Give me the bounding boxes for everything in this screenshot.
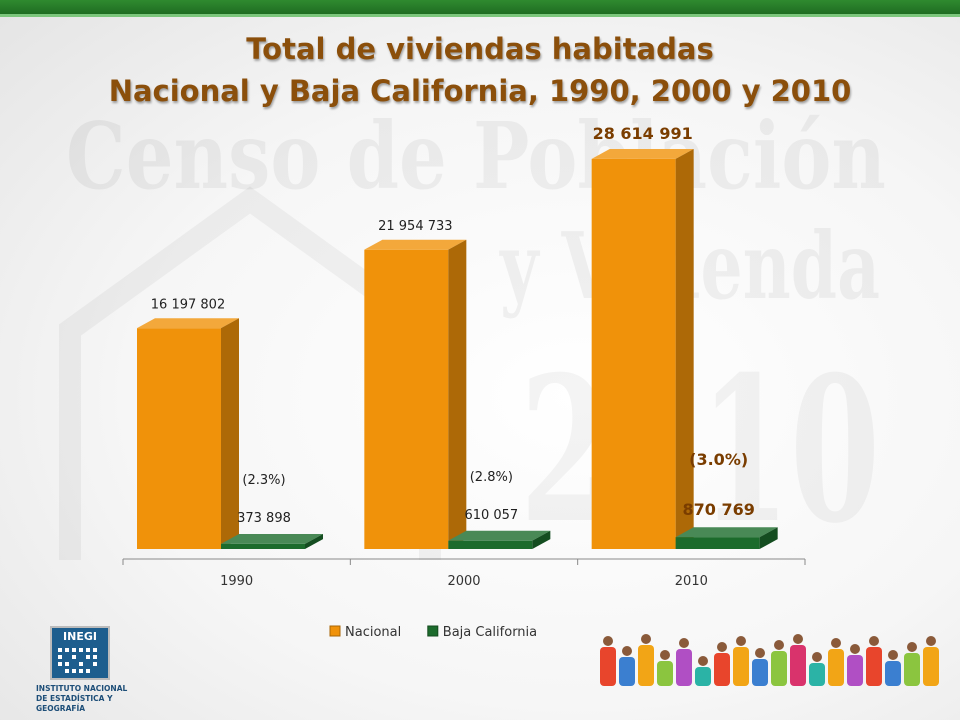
people-illustration bbox=[600, 634, 939, 686]
person-icon bbox=[619, 646, 635, 686]
x-tick-label: 2010 bbox=[675, 574, 708, 589]
person-icon bbox=[600, 636, 616, 686]
x-tick-label: 2000 bbox=[447, 574, 480, 589]
title-line1: Total de viviendas habitadas bbox=[246, 32, 714, 66]
logo-line1: INSTITUTO NACIONAL bbox=[36, 684, 128, 693]
person-icon bbox=[733, 636, 749, 686]
data-label-baja-california: 610 057 bbox=[464, 508, 518, 523]
bar-baja-california bbox=[221, 534, 323, 549]
person-icon bbox=[638, 634, 654, 686]
person-icon bbox=[771, 640, 787, 686]
x-tick-label: 1990 bbox=[220, 574, 253, 589]
data-label-nacional: 21 954 733 bbox=[378, 219, 452, 234]
bar-nacional bbox=[137, 318, 239, 549]
watermark-line1: Censo de Población bbox=[66, 102, 886, 210]
person-icon bbox=[695, 656, 711, 686]
legend-label: Nacional bbox=[345, 625, 401, 640]
person-icon bbox=[866, 636, 882, 686]
bar-nacional bbox=[591, 148, 694, 549]
person-icon bbox=[657, 650, 673, 686]
data-label-baja-california: 373 898 bbox=[237, 511, 291, 526]
logo-grid-icon bbox=[58, 648, 97, 673]
logo-line2: DE ESTADÍSTICA Y GEOGRAFÍA bbox=[36, 694, 113, 713]
person-icon bbox=[904, 642, 920, 686]
slide-title: Total de viviendas habitadas Nacional y … bbox=[0, 28, 960, 112]
bar-baja-california bbox=[675, 527, 778, 549]
logo-caption: INSTITUTO NACIONAL DE ESTADÍSTICA Y GEOG… bbox=[36, 684, 132, 714]
data-label-baja-california: 870 769 bbox=[682, 500, 754, 519]
person-icon bbox=[752, 648, 768, 686]
bar-nacional bbox=[364, 239, 467, 549]
share-label-baja-california: (2.3%) bbox=[242, 473, 285, 488]
legend-item-baja-california: Baja California bbox=[427, 625, 537, 640]
top-band-shine bbox=[0, 14, 960, 17]
person-icon bbox=[828, 638, 844, 686]
person-icon bbox=[790, 634, 806, 686]
title-line2: Nacional y Baja California, 1990, 2000 y… bbox=[108, 74, 852, 108]
data-label-nacional: 16 197 802 bbox=[151, 297, 225, 312]
inegi-logo: INEGI INSTITUTO NACIONAL DE ESTADÍSTICA … bbox=[36, 620, 127, 713]
person-icon bbox=[714, 642, 730, 686]
person-icon bbox=[885, 650, 901, 686]
share-label-baja-california: (3.0%) bbox=[689, 450, 748, 469]
legend-item-nacional: Nacional bbox=[329, 625, 401, 640]
logo-emblem: INEGI bbox=[50, 626, 110, 680]
person-icon bbox=[809, 652, 825, 686]
share-label-baja-california: (2.8%) bbox=[470, 470, 513, 485]
data-label-nacional: 28 614 991 bbox=[593, 124, 693, 143]
bar-baja-california bbox=[448, 530, 551, 549]
top-band bbox=[0, 0, 960, 14]
logo-acronym: INEGI bbox=[63, 630, 97, 643]
person-icon bbox=[676, 638, 692, 686]
legend-label: Baja California bbox=[443, 625, 537, 640]
person-icon bbox=[847, 644, 863, 686]
person-icon bbox=[923, 636, 939, 686]
